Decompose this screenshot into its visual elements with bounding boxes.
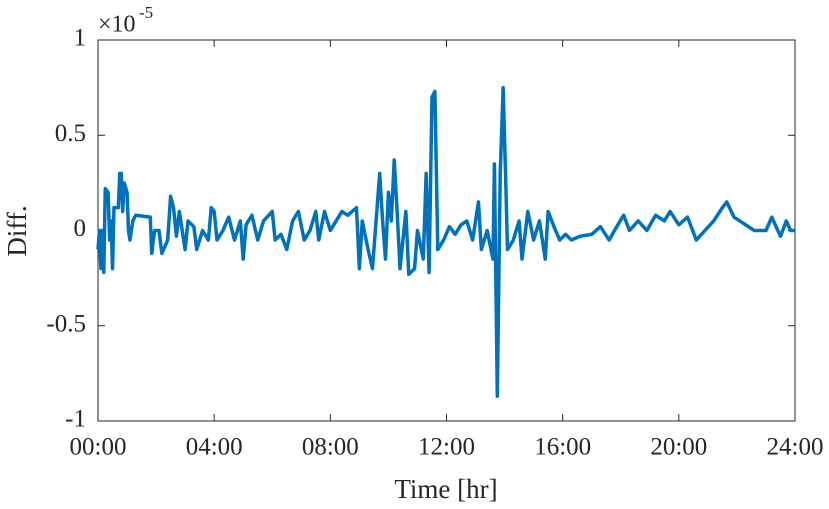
x-tick-label: 08:00 (302, 434, 359, 461)
x-tick-label: 24:00 (767, 434, 824, 461)
x-tick-label: 04:00 (186, 434, 243, 461)
y-tick-label: 0.5 (55, 120, 86, 147)
y-tick-label: -0.5 (46, 310, 86, 337)
y-tick-label: -1 (65, 406, 86, 433)
x-tick-label: 12:00 (418, 434, 475, 461)
y-tick-label: 0 (74, 215, 87, 242)
y-tick-label: 1 (74, 25, 87, 52)
data-line (96, 85, 795, 398)
x-tick-label: 00:00 (70, 434, 127, 461)
y-multiplier: ×10 (98, 12, 136, 38)
x-axis-label: Time [hr] (394, 474, 497, 504)
y-multiplier-exponent: -5 (139, 3, 153, 22)
y-axis-label: Diff. (2, 205, 32, 256)
x-tick-label: 16:00 (534, 434, 591, 461)
x-tick-label: 20:00 (650, 434, 707, 461)
